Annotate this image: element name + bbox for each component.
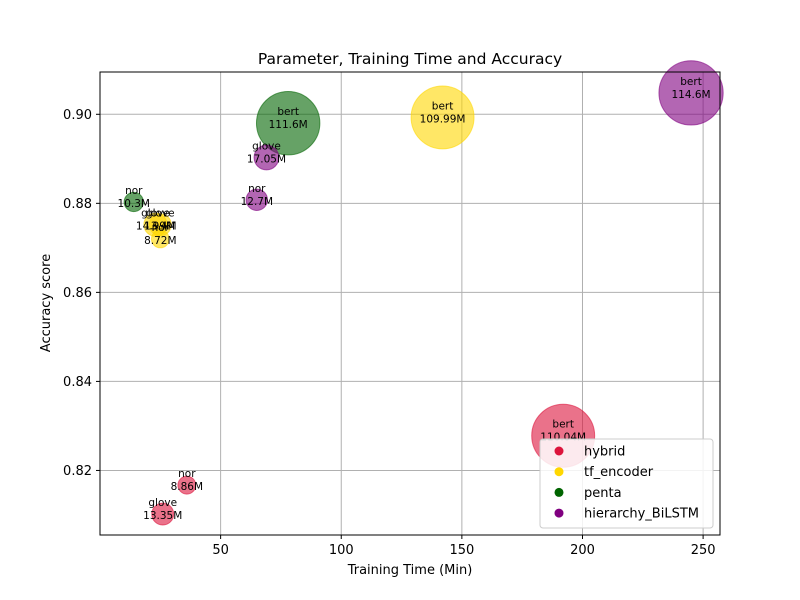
bubble-params-label: 13.4M	[144, 221, 176, 233]
legend-label-penta: penta	[584, 486, 622, 501]
chart-title: Parameter, Training Time and Accuracy	[258, 50, 562, 68]
legend-marker-penta	[554, 487, 564, 497]
plot-frame	[99, 71, 721, 536]
y-tick-label: 0.90	[63, 108, 92, 123]
bubble-params-label: 114.6M	[671, 89, 710, 101]
y-tick-label: 0.84	[63, 375, 92, 390]
x-tick-label: 200	[570, 543, 595, 558]
bubble-params-label: 14.99M	[136, 221, 175, 233]
bubble-params-label: 10.3M	[118, 198, 150, 210]
data-points	[123, 60, 724, 526]
x-tick-label: 150	[449, 543, 474, 558]
legend-marker-hybrid	[554, 446, 564, 456]
bubble-label: bert	[432, 100, 454, 112]
legend-box	[539, 438, 714, 529]
bubble-tf_encoder-nor	[150, 229, 170, 249]
x-axis-label: Training Time (Min)	[347, 563, 473, 578]
y-axis-ticks: 0.82 0.84 0.86 0.88 0.90	[63, 108, 100, 479]
bubble-tf_encoder-bert	[410, 85, 475, 150]
bubble-params-label: 12.7M	[241, 196, 273, 208]
bubble-params-label: 13.35M	[143, 510, 182, 522]
point-annotations: bert110.04Mnor8.86Mglove13.35Mbert109.99…	[118, 76, 711, 522]
bubble-params-label: 109.99M	[420, 113, 466, 125]
bubble-label: bert	[277, 106, 299, 118]
legend-label-hybrid: hybrid	[584, 445, 625, 460]
grid-lines	[100, 72, 720, 535]
bubble-hierarchy_BiLSTM-glove	[253, 144, 280, 171]
bubble-label: nor	[152, 222, 170, 234]
y-axis-label: Accuracy score	[39, 254, 54, 352]
bubble-label: glove	[252, 140, 281, 152]
bubble-label: nor	[248, 183, 266, 195]
bubble-params-label: 111.6M	[269, 119, 308, 131]
bubble-params-label: 8.72M	[144, 235, 176, 247]
bubble-label: nor	[125, 185, 143, 197]
y-tick-label: 0.82	[63, 464, 92, 479]
bubble-params-label: 17.05M	[247, 153, 286, 165]
legend-marker-hierarchy_BiLSTM	[554, 508, 564, 518]
bubble-hybrid-nor	[177, 475, 197, 495]
x-tick-label: 250	[691, 543, 716, 558]
bubble-label: glove	[148, 497, 177, 509]
x-tick-label: 50	[212, 543, 229, 558]
x-tick-label: 100	[329, 543, 354, 558]
bubble-penta-bert	[255, 91, 321, 156]
bubble-params-label: 8.86M	[171, 481, 203, 493]
bubble-label: nor	[178, 468, 196, 480]
bubble-hierarchy_BiLSTM-nor	[245, 188, 269, 211]
legend-label-hierarchy_BiLSTM: hierarchy_BiLSTM	[584, 507, 699, 522]
legend-marker-tf_encoder	[554, 467, 564, 477]
bubble-label: glove	[141, 208, 170, 220]
bubble-hybrid-glove	[151, 502, 175, 526]
x-axis-ticks: 50 100 150 200 250	[212, 535, 716, 558]
y-tick-label: 0.88	[63, 197, 92, 212]
bubble-penta-nor	[123, 191, 144, 213]
y-tick-label: 0.86	[63, 286, 92, 301]
legend-label-tf_encoder: tf_encoder	[584, 465, 654, 480]
bubble-label: glove	[146, 208, 175, 220]
bubble-hierarchy_BiLSTM-bert	[658, 60, 724, 126]
bubble-label: bert	[680, 76, 702, 88]
bubble-label: bert	[552, 419, 574, 431]
